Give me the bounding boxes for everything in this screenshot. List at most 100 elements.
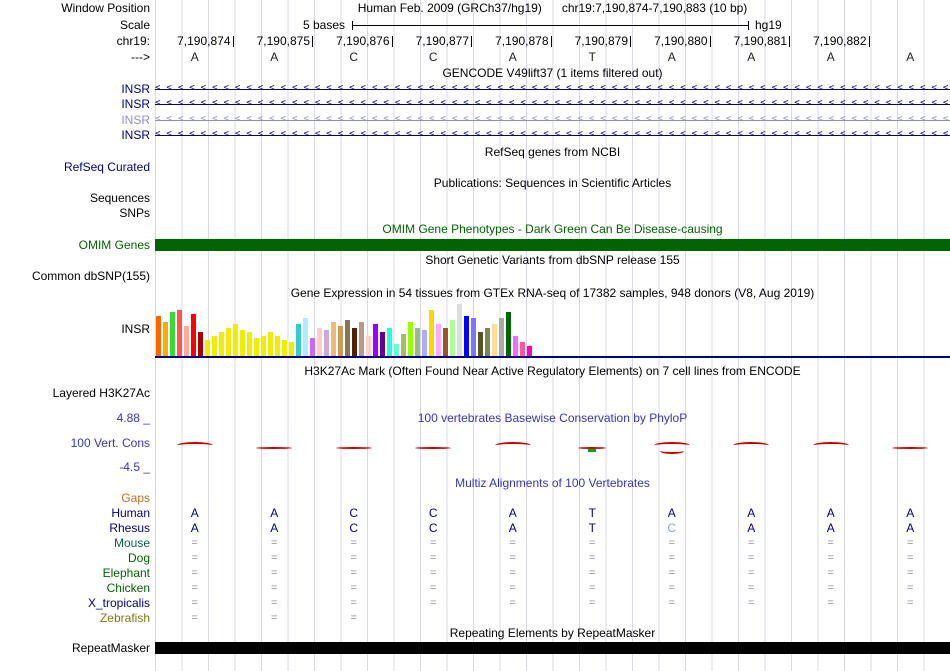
track-label-100-vert-cons[interactable]: 100 Vert. Cons: [70, 436, 150, 450]
track-label-insr-4[interactable]: INSR: [121, 128, 150, 143]
multiz-alignment-chicken[interactable]: = = = = = = = = = =: [155, 580, 950, 595]
gtex-expression-bar[interactable]: [233, 324, 238, 356]
gtex-expression-bar[interactable]: [408, 322, 413, 356]
track-label-sequences[interactable]: Sequences: [89, 190, 150, 205]
gtex-expression-bar[interactable]: [163, 322, 168, 356]
gtex-expression-bar[interactable]: [457, 304, 462, 356]
gtex-expression-bar[interactable]: [513, 336, 518, 356]
gtex-expression-bar[interactable]: [240, 330, 245, 356]
track-label-repeatmasker[interactable]: RepeatMasker: [71, 640, 150, 655]
track-label-common-dbsnp[interactable]: Common dbSNP(155): [31, 269, 150, 283]
gtex-expression-bar[interactable]: [268, 332, 273, 356]
transcript-line-4[interactable]: <<<<<<<<<<<<<<<<<<<<<<<<<<<<<<<<<<<<<<<<…: [155, 128, 950, 144]
track-label-layered-h3k27ac[interactable]: Layered H3K27Ac: [52, 386, 150, 400]
coordinates-ruler[interactable]: 7,190,874 7,190,875 7,190,876 7,190,877 7,19…: [155, 33, 950, 49]
gtex-expression-bar[interactable]: [352, 328, 357, 356]
gtex-expression-bar[interactable]: [401, 334, 406, 356]
track-label-gaps[interactable]: Gaps: [121, 490, 150, 505]
gtex-expression-bar[interactable]: [450, 320, 455, 356]
track-label-rhesus[interactable]: Rhesus: [109, 520, 150, 535]
gtex-expression-bar[interactable]: [394, 344, 399, 356]
gtex-expression-bar[interactable]: [317, 328, 322, 356]
repeatmasker-track[interactable]: [155, 641, 950, 654]
gtex-expression-bar[interactable]: [485, 328, 490, 356]
transcript-line-1[interactable]: <<<<<<<<<<<<<<<<<<<<<<<<<<<<<<<<<<<<<<<<…: [155, 81, 950, 97]
gtex-expression-bar[interactable]: [170, 312, 175, 356]
track-label-elephant[interactable]: Elephant: [102, 565, 150, 580]
gtex-expression-bar[interactable]: [436, 324, 441, 356]
gtex-expression-bar[interactable]: [478, 332, 483, 356]
gtex-expression-bar[interactable]: [247, 332, 252, 356]
track-label-insr-1[interactable]: INSR: [121, 81, 150, 96]
dbsnp-track[interactable]: [155, 268, 950, 284]
transcript-line-3[interactable]: <<<<<<<<<<<<<<<<<<<<<<<<<<<<<<<<<<<<<<<<…: [155, 112, 950, 128]
gtex-expression-bar[interactable]: [443, 328, 448, 356]
refseq-curated-track[interactable]: [155, 159, 950, 174]
gtex-expression-bar[interactable]: [492, 324, 497, 356]
gtex-expression-bar[interactable]: [366, 336, 371, 356]
gtex-expression-bar[interactable]: [429, 310, 434, 356]
track-label-refseq-curated[interactable]: RefSeq Curated: [63, 159, 150, 174]
track-label-omim-genes[interactable]: OMIM Genes: [78, 237, 150, 252]
gtex-expression-bar[interactable]: [296, 324, 301, 356]
track-label-gtex-insr[interactable]: INSR: [121, 322, 150, 336]
track-label-mouse[interactable]: Mouse: [113, 535, 150, 550]
gtex-expression-bar[interactable]: [471, 318, 476, 356]
track-label-dog[interactable]: Dog: [127, 550, 150, 565]
track-label-human[interactable]: Human: [111, 505, 150, 520]
gtex-expression-bar[interactable]: [198, 332, 203, 356]
gtex-expression-bar[interactable]: [156, 316, 161, 356]
gtex-expression-bar[interactable]: [527, 346, 532, 356]
gtex-expression-bar[interactable]: [338, 326, 343, 356]
gtex-expression-bar[interactable]: [464, 316, 469, 356]
gtex-expression-bar[interactable]: [387, 328, 392, 356]
gtex-expression-bar[interactable]: [254, 338, 259, 356]
snps-track[interactable]: [155, 205, 950, 220]
gtex-expression-bar[interactable]: [422, 330, 427, 356]
gtex-expression-bar[interactable]: [415, 328, 420, 356]
phylop-conservation-track[interactable]: [155, 425, 950, 475]
track-label-insr-2[interactable]: INSR: [121, 97, 150, 112]
track-label-x_tropicalis[interactable]: X_tropicalis: [87, 595, 150, 610]
gtex-expression-bar[interactable]: [520, 342, 525, 356]
gtex-expression-bar[interactable]: [373, 324, 378, 356]
gtex-expression-bar[interactable]: [289, 342, 294, 356]
gtex-expression-bar[interactable]: [331, 322, 336, 356]
h3k27ac-track[interactable]: [155, 378, 950, 408]
gtex-expression-bar[interactable]: [184, 326, 189, 356]
gtex-expression-bar[interactable]: [310, 338, 315, 356]
gtex-expression-bar[interactable]: [359, 322, 364, 356]
gtex-expression-bar[interactable]: [191, 314, 196, 356]
sequences-track[interactable]: [155, 190, 950, 205]
gtex-expression-track[interactable]: [155, 300, 950, 358]
gtex-expression-bar[interactable]: [205, 340, 210, 356]
multiz-alignment-zebrafish[interactable]: = = =: [155, 610, 950, 625]
gtex-expression-bar[interactable]: [219, 332, 224, 356]
gtex-expression-bar[interactable]: [380, 332, 385, 356]
gtex-expression-bar[interactable]: [212, 336, 217, 356]
gaps-track[interactable]: [155, 490, 950, 505]
gtex-expression-bar[interactable]: [499, 318, 504, 356]
gtex-expression-bar[interactable]: [282, 340, 287, 356]
transcript-line-2[interactable]: <<<<<<<<<<<<<<<<<<<<<<<<<<<<<<<<<<<<<<<<…: [155, 97, 950, 113]
track-label-snps[interactable]: SNPs: [119, 205, 150, 220]
omim-genes-track[interactable]: [155, 238, 950, 251]
gtex-expression-bar[interactable]: [303, 318, 308, 356]
omim-gene-bar[interactable]: [155, 238, 950, 251]
track-label-chicken[interactable]: Chicken: [106, 580, 150, 595]
gtex-expression-bar[interactable]: [506, 312, 511, 356]
gtex-expression-bar[interactable]: [324, 330, 329, 356]
track-label-zebrafish[interactable]: Zebrafish: [99, 610, 150, 625]
gtex-expression-bar[interactable]: [261, 336, 266, 356]
multiz-alignment-x_tropicalis[interactable]: = = = = = = = = = =: [155, 595, 950, 610]
multiz-alignment-elephant[interactable]: = = = = = = = = = =: [155, 565, 950, 580]
multiz-alignment-dog[interactable]: = = = = = = = = = =: [155, 550, 950, 565]
multiz-alignment-mouse[interactable]: = = = = = = = = = =: [155, 535, 950, 550]
gtex-expression-bar[interactable]: [275, 336, 280, 356]
track-label-insr-3[interactable]: INSR: [121, 112, 150, 127]
gtex-expression-bar[interactable]: [345, 320, 350, 356]
gtex-expression-bar[interactable]: [177, 310, 182, 356]
